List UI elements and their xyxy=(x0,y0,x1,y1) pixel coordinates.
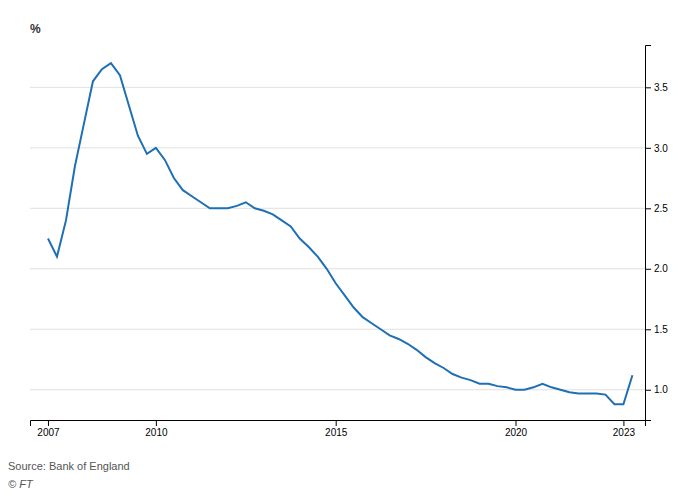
x-tick-mark xyxy=(336,420,337,426)
grid-line xyxy=(30,329,645,330)
y-tick-mark xyxy=(645,269,651,270)
plot-area: 2007 2010 2015 2020 2023 1.0 1.5 2.0 2.5 3.0 3.5 xyxy=(30,46,668,439)
y-tick: 2.0 xyxy=(645,263,668,274)
grid-line xyxy=(30,87,645,88)
y-tick-mark xyxy=(645,87,651,88)
y-axis-line xyxy=(646,46,652,421)
x-tick-mark xyxy=(623,420,624,426)
y-tick-label: 2.5 xyxy=(654,203,668,214)
x-tick-mark xyxy=(516,420,517,426)
x-tick-label: 2007 xyxy=(37,427,60,438)
annotation: Source: Bank of England xyxy=(8,460,130,472)
y-tick: 2.5 xyxy=(645,203,668,214)
y-tick-mark xyxy=(645,208,651,209)
y-tick-label: 1.0 xyxy=(654,384,668,395)
y-tick-label: 1.5 xyxy=(654,324,668,335)
grid-line xyxy=(30,389,645,390)
grid xyxy=(30,87,645,389)
y-tick: 1.0 xyxy=(645,384,668,395)
x-tick-label: 2010 xyxy=(145,427,168,438)
x-tick: 2010 xyxy=(145,420,168,438)
x-tick: 2007 xyxy=(37,420,60,438)
y-tick-mark xyxy=(645,329,651,330)
x-axis-line xyxy=(31,421,646,427)
x-tick-mark xyxy=(156,420,157,426)
grid-line xyxy=(30,147,645,148)
x-axis: 2007 2010 2015 2020 2023 xyxy=(31,420,646,438)
y-tick-label: 2.0 xyxy=(654,263,668,274)
x-tick-label: 2020 xyxy=(505,427,528,438)
y-tick-label: 3.5 xyxy=(654,82,668,93)
x-tick: 2020 xyxy=(505,420,528,438)
marks xyxy=(48,63,632,404)
chart: 2007 2010 2015 2020 2023 1.0 1.5 2.0 2.5 3.0 3.5% S… xyxy=(0,0,700,500)
y-tick: 3.0 xyxy=(645,143,668,154)
grid-line xyxy=(30,208,645,209)
y-tick: 3.5 xyxy=(645,82,668,93)
y-tick-mark xyxy=(645,390,651,391)
y-tick: 1.5 xyxy=(645,324,668,335)
x-tick-label: 2023 xyxy=(613,427,636,438)
y-tick-mark xyxy=(645,148,651,149)
x-tick: 2015 xyxy=(325,420,348,438)
annotation: © FT xyxy=(8,478,34,490)
y-label: % xyxy=(30,22,41,36)
grid-line xyxy=(30,268,645,269)
y-tick-label: 3.0 xyxy=(654,143,668,154)
x-tick-mark xyxy=(48,420,49,426)
y-axis: 1.0 1.5 2.0 2.5 3.0 3.5 xyxy=(645,46,668,421)
line xyxy=(48,63,632,404)
x-tick-label: 2015 xyxy=(325,427,348,438)
x-tick: 2023 xyxy=(613,420,636,438)
